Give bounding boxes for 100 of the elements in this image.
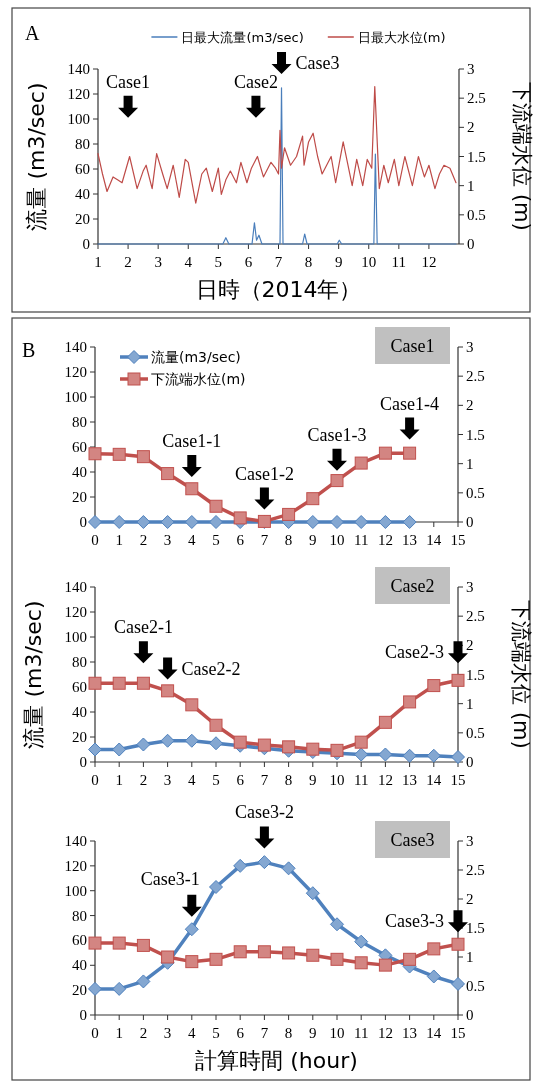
legend-label: 下流端水位(m) bbox=[151, 371, 246, 387]
annotation: Case3 bbox=[295, 53, 340, 73]
x-tick-label: 14 bbox=[426, 532, 442, 548]
y-tick-label: 100 bbox=[64, 629, 87, 645]
y-tick-label: 140 bbox=[64, 339, 87, 355]
x-tick-label: 5 bbox=[212, 532, 220, 548]
x-tick-label: 7 bbox=[260, 532, 269, 548]
y-tick-label: 120 bbox=[64, 604, 87, 620]
point bbox=[185, 955, 199, 969]
chart-title: B bbox=[22, 339, 36, 361]
legend-label: 流量(m3/sec) bbox=[151, 349, 241, 365]
y-tick-label: 60 bbox=[72, 932, 87, 949]
x-tick-label: 10 bbox=[329, 772, 345, 788]
x-tick-label: 15 bbox=[450, 532, 466, 548]
y2-tick-label: 1.5 bbox=[466, 666, 485, 683]
point bbox=[112, 981, 127, 996]
x-tick-label: 11 bbox=[391, 254, 407, 270]
point bbox=[427, 942, 441, 956]
x-tick-label: 1 bbox=[94, 254, 102, 270]
x-tick-label: 9 bbox=[309, 1025, 317, 1041]
y-tick-label: 80 bbox=[72, 414, 87, 430]
x-tick-label: 9 bbox=[334, 254, 343, 270]
y-tick-label: 120 bbox=[64, 364, 87, 380]
point bbox=[209, 879, 223, 894]
text: Case3-2 bbox=[234, 802, 294, 823]
y2-tick-label: 1 bbox=[466, 949, 474, 965]
point bbox=[306, 492, 320, 506]
y-tick-label: 80 bbox=[72, 907, 87, 924]
point bbox=[282, 507, 296, 521]
x-tick-label: 7 bbox=[274, 254, 283, 270]
y2-tick-label: 3 bbox=[466, 579, 474, 595]
x-tick-label: 12 bbox=[377, 1025, 393, 1041]
x-tick-label: 1 bbox=[115, 1025, 123, 1041]
chart-title: A bbox=[25, 22, 40, 44]
y2-axis-title: 下流端水位 (m) bbox=[510, 82, 534, 231]
x-tick-label: 7 bbox=[260, 1025, 269, 1041]
annotation: Case2-3 bbox=[385, 642, 444, 663]
x-tick-label: 10 bbox=[361, 254, 377, 270]
point bbox=[184, 922, 199, 937]
x-tick-label: 5 bbox=[212, 772, 220, 788]
y2-tick-label: 2 bbox=[466, 637, 474, 654]
x-tick-label: 6 bbox=[244, 254, 253, 270]
x-tick-label: 4 bbox=[188, 772, 197, 788]
y-axis-title: 流量 (m3/sec) bbox=[23, 82, 49, 231]
point bbox=[330, 474, 344, 488]
y2-tick-label: 0.5 bbox=[466, 484, 485, 501]
x-tick-label: 11 bbox=[353, 1025, 369, 1041]
x-tick-label: 15 bbox=[450, 772, 466, 788]
x-tick-label: 7 bbox=[260, 772, 269, 788]
point bbox=[136, 737, 151, 752]
point bbox=[88, 676, 102, 690]
y2-tick-label: 1.5 bbox=[467, 148, 486, 165]
x-tick-label: 10 bbox=[329, 1025, 345, 1041]
y-tick-label: 140 bbox=[64, 833, 87, 849]
point bbox=[257, 738, 271, 752]
point bbox=[209, 718, 223, 732]
x-tick-label: 4 bbox=[188, 532, 197, 548]
point bbox=[136, 676, 150, 690]
y-tick-label: 40 bbox=[72, 704, 87, 720]
x-tick-label: 2 bbox=[139, 1025, 148, 1041]
y2-tick-label: 0.5 bbox=[467, 206, 486, 223]
y2-tick-label: 2.5 bbox=[467, 90, 486, 107]
annotation: Case1 bbox=[390, 336, 435, 356]
y2-tick-label: 1.5 bbox=[466, 920, 485, 936]
x-axis-title: 計算時間 (hour) bbox=[195, 1048, 358, 1073]
annotation: Case2 bbox=[390, 576, 435, 596]
point bbox=[257, 945, 271, 959]
x-tick-label: 6 bbox=[236, 532, 245, 548]
y-tick-label: 40 bbox=[75, 186, 90, 202]
y2-tick-label: 0 bbox=[466, 1007, 474, 1023]
point bbox=[354, 934, 369, 949]
y-tick-label: 0 bbox=[79, 754, 87, 770]
y-tick-label: 40 bbox=[72, 957, 87, 974]
y2-tick-label: 0.5 bbox=[466, 724, 485, 741]
y-tick-label: 20 bbox=[75, 211, 90, 227]
point bbox=[403, 952, 417, 966]
y-tick-label: 60 bbox=[75, 161, 90, 177]
y2-tick-label: 1.5 bbox=[466, 426, 485, 443]
x-tick-label: 2 bbox=[139, 532, 148, 548]
point bbox=[330, 952, 344, 966]
y-tick-label: 120 bbox=[64, 857, 87, 874]
point bbox=[305, 886, 320, 901]
y-tick-label: 60 bbox=[72, 439, 87, 455]
point bbox=[282, 946, 296, 960]
x-tick-label: 14 bbox=[426, 772, 442, 788]
point bbox=[112, 676, 126, 690]
point bbox=[378, 715, 392, 729]
x-tick-label: 13 bbox=[402, 532, 418, 548]
y2-axis-title: 下流端水位 (m) bbox=[509, 600, 533, 749]
y-tick-label: 120 bbox=[67, 86, 90, 102]
point bbox=[209, 499, 223, 513]
point bbox=[112, 936, 126, 950]
annotation: Case1-1 bbox=[162, 431, 222, 451]
point bbox=[378, 446, 392, 460]
point bbox=[233, 511, 247, 525]
point bbox=[257, 855, 272, 870]
point bbox=[233, 945, 247, 959]
y-tick-label: 80 bbox=[72, 654, 87, 670]
y2-tick-label: 1 bbox=[466, 695, 474, 712]
annotation: Case1-2 bbox=[234, 463, 294, 484]
